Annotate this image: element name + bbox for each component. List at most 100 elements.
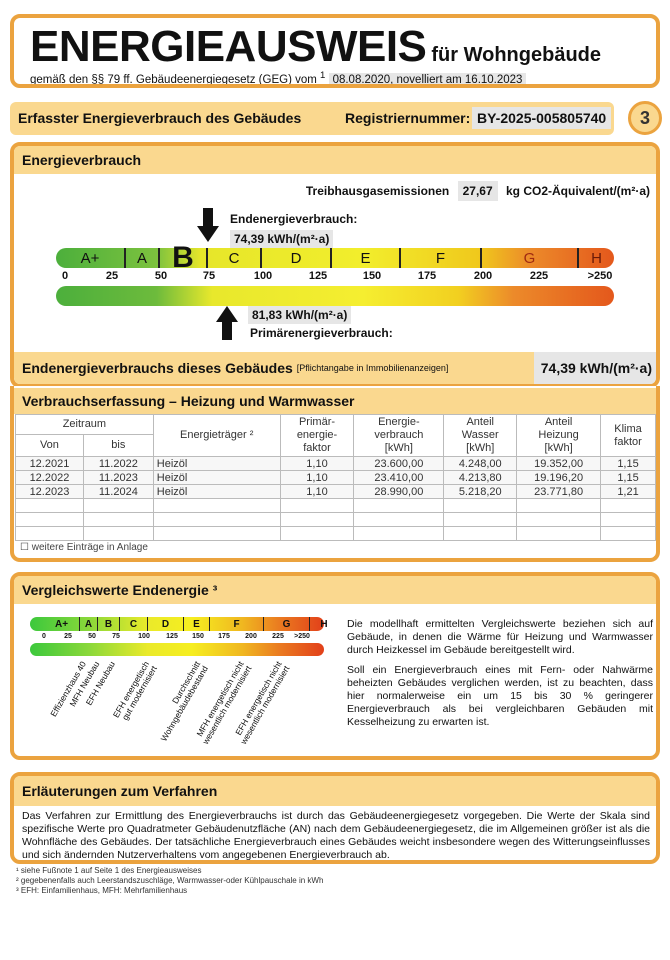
table-row (15, 512, 656, 527)
table-cell: Heizöl (152, 456, 281, 471)
table-cell: 23.771,80 (516, 484, 602, 499)
table-cell (516, 498, 602, 513)
comparison-tick: 25 (64, 633, 72, 640)
table-row: 12.2022 11.2023 Heizöl 1,10 23.410,00 4.213,8… (15, 470, 656, 485)
registration-label: Registriernummer: (345, 110, 471, 126)
comparison-class-bar: A+ A B C D E F G H (30, 617, 328, 631)
comparison-text-2: Soll ein Energieverbrauch eines mit Fern… (347, 664, 653, 728)
table-cell: 1,15 (600, 456, 656, 471)
header-climate: Klima faktor (600, 414, 656, 457)
header-from: Von (15, 434, 84, 457)
comparison-class: C (120, 617, 148, 631)
class-a: A (126, 248, 160, 268)
comparison-tick: 200 (245, 633, 257, 640)
table-cell (82, 526, 154, 541)
ghg-value: 27,67 (457, 181, 498, 201)
comparison-label-text: EFH energetisch gut modernisiert (110, 659, 159, 722)
table-cell: 19.196,20 (516, 470, 602, 485)
table-cell (279, 512, 355, 527)
tick: 125 (308, 270, 328, 282)
table-cell: 12.2022 (15, 470, 84, 485)
comparison-class: E (184, 617, 210, 631)
summary-value: 74,39 kWh/(m²·a) (534, 352, 656, 384)
table-cell: 11.2024 (82, 484, 154, 499)
table-cell: 12.2021 (15, 456, 84, 471)
table-cell: 28.990,00 (353, 484, 445, 499)
more-entries-checkbox[interactable]: ☐ weitere Einträge in Anlage (20, 542, 148, 553)
registration-number: BY-2025-005805740 (472, 107, 612, 129)
tick: 100 (253, 270, 273, 282)
document-subtitle: für Wohngebäude (431, 44, 602, 66)
consumption-section: Verbrauchserfassung – Heizung und Warmwa… (10, 386, 660, 562)
footnotes: ¹ siehe Fußnote 1 auf Seite 1 des Energi… (16, 866, 323, 896)
table-cell (600, 526, 656, 541)
table-cell (600, 512, 656, 527)
primary-energy-arrow-icon (216, 306, 238, 345)
header-energy: Energie- verbrauch [kWh] (353, 414, 445, 457)
info-bar-label: Erfasster Energieverbrauch des Gebäudes (18, 110, 302, 126)
table-cell (353, 526, 445, 541)
header-period: Zeitraum (15, 414, 154, 435)
table-row: 12.2021 11.2022 Heizöl 1,10 23.600,00 4.248,0… (15, 456, 656, 471)
class-c: C (208, 248, 262, 268)
header-to: bis (82, 434, 154, 457)
table-cell: 4.213,80 (443, 470, 518, 485)
comparison-tick: 125 (166, 633, 178, 640)
table-row (15, 498, 656, 513)
table-cell (152, 526, 281, 541)
comparison-class: H (320, 618, 328, 630)
info-bar: Erfasster Energieverbrauch des Gebäudes … (10, 102, 614, 135)
comparison-text-1: Die modellhaft ermittelten Vergleichswer… (347, 618, 653, 656)
comparison-class: G (264, 617, 310, 631)
table-cell: 1,10 (279, 456, 355, 471)
summary-label: Endenergieverbrauchs dieses Gebäudes (22, 360, 293, 376)
table-cell (15, 526, 84, 541)
table-cell (353, 512, 445, 527)
scale-ticks: 0 25 50 75 100 125 150 175 200 225 >250 (56, 270, 614, 286)
table-cell: Heizöl (152, 484, 281, 499)
end-energy-arrow-icon (197, 208, 219, 242)
tick: 75 (202, 270, 216, 282)
table-cell (516, 512, 602, 527)
table-cell (15, 498, 84, 513)
table-cell (600, 498, 656, 513)
comparison-section: Vergleichswerte Endenergie ³ A+ A B C D E F G H … (10, 572, 660, 760)
table-cell (516, 526, 602, 541)
table-cell (152, 498, 281, 513)
class-g: G (482, 248, 579, 268)
title-box: ENERGIEAUSWEIS für Wohngebäude gemäß den… (10, 14, 660, 88)
comparison-tick: 100 (138, 633, 150, 640)
comparison-title: Vergleichswerte Endenergie ³ (14, 576, 656, 604)
summary-row: Endenergieverbrauchs dieses Gebäudes [Pf… (14, 352, 656, 384)
end-energy-value: 74,39 kWh/(m²·a) (230, 230, 334, 248)
comparison-class: B (98, 617, 120, 631)
table-cell: 1,10 (279, 484, 355, 499)
tick: 225 (529, 270, 549, 282)
footnote-1: ¹ siehe Fußnote 1 auf Seite 1 des Energi… (16, 866, 202, 875)
table-row: 12.2023 11.2024 Heizöl 1,10 28.990,00 5.218,2… (15, 484, 656, 499)
table-cell: Heizöl (152, 470, 281, 485)
summary-note: [Pflichtangabe in Immobilienanzeigen] (296, 363, 449, 373)
end-energy-label: Endenergieverbrauch: (230, 212, 358, 226)
table-cell: 1,10 (279, 470, 355, 485)
header-primary-factor: Primär- energie- faktor (279, 414, 355, 457)
class-b-current: B (160, 241, 208, 274)
tick: 200 (473, 270, 493, 282)
consumption-title: Verbrauchserfassung – Heizung und Warmwa… (14, 388, 656, 414)
ghg-unit: kg CO2-Äquivalent/(m²·a) (505, 184, 650, 198)
energy-section: Energieverbrauch Treibhausgasemissionen … (10, 142, 660, 388)
class-f: F (401, 248, 482, 268)
comparison-tick: 0 (42, 633, 46, 640)
explanation-section: Erläuterungen zum Verfahren Das Verfahre… (10, 772, 660, 864)
tick: 25 (105, 270, 119, 282)
tick: 175 (417, 270, 437, 282)
comparison-tick: >250 (294, 633, 310, 640)
comparison-class: F (210, 617, 264, 631)
tick: 0 (61, 270, 69, 282)
page-number-badge: 3 (628, 101, 662, 135)
header-water: Anteil Wasser [kWh] (443, 414, 518, 457)
gradient-scale-bar (56, 286, 614, 306)
comparison-tick: 225 (272, 633, 284, 640)
table-cell (443, 526, 518, 541)
footnote-3: ³ EFH: Einfamilienhaus, MFH: Mehrfamilie… (16, 886, 188, 895)
